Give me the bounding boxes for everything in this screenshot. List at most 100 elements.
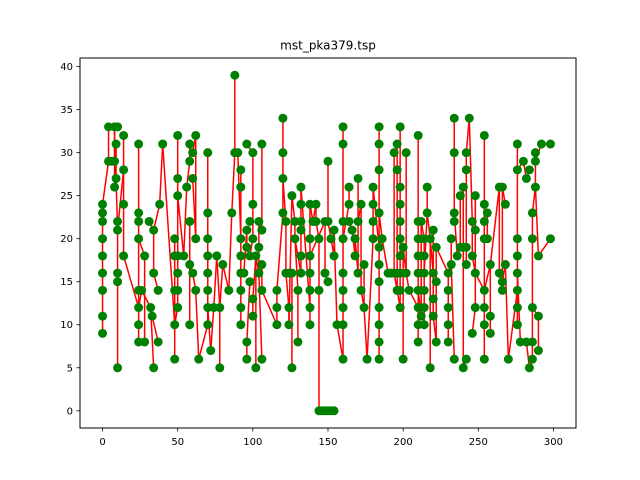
city-node xyxy=(98,311,108,321)
mst-edge xyxy=(381,238,389,274)
city-node xyxy=(320,268,330,278)
city-node xyxy=(248,311,258,321)
city-node xyxy=(144,216,154,226)
city-node xyxy=(137,285,147,295)
city-node xyxy=(230,70,240,80)
city-node xyxy=(392,139,402,149)
city-node xyxy=(428,311,438,321)
city-node xyxy=(203,285,213,295)
city-node xyxy=(449,113,459,123)
city-node xyxy=(224,285,234,295)
city-node xyxy=(512,139,522,149)
city-node xyxy=(296,199,306,209)
city-node xyxy=(374,320,384,330)
city-node xyxy=(293,285,303,295)
city-node xyxy=(113,225,123,235)
mst-edge xyxy=(228,212,233,291)
city-node xyxy=(251,251,261,261)
city-node xyxy=(257,285,267,295)
city-node xyxy=(443,285,453,295)
city-node xyxy=(113,216,123,226)
city-node xyxy=(323,277,333,287)
city-node xyxy=(281,216,291,226)
city-node xyxy=(398,242,408,252)
city-node xyxy=(119,199,129,209)
city-node xyxy=(153,337,163,347)
mst-edge xyxy=(468,118,474,222)
city-node xyxy=(497,277,507,287)
city-node xyxy=(155,199,165,209)
city-node xyxy=(419,303,429,313)
city-node xyxy=(158,139,168,149)
city-node xyxy=(236,303,246,313)
city-node xyxy=(485,311,495,321)
city-node xyxy=(470,191,480,201)
city-node xyxy=(218,260,228,270)
city-node xyxy=(338,268,348,278)
city-node xyxy=(464,113,474,123)
city-node xyxy=(368,234,378,244)
mst-edge xyxy=(198,324,209,360)
y-tick-label: 40 xyxy=(60,62,73,73)
city-node xyxy=(236,182,246,192)
y-tick-label: 20 xyxy=(60,234,73,245)
city-node xyxy=(362,354,372,364)
city-node xyxy=(461,165,471,175)
city-node xyxy=(479,199,489,209)
mst-edge xyxy=(213,255,218,308)
city-node xyxy=(254,216,264,226)
city-node xyxy=(452,251,462,261)
city-node xyxy=(185,260,195,270)
city-node xyxy=(188,148,198,158)
city-node xyxy=(203,320,213,330)
city-node xyxy=(377,234,387,244)
city-node xyxy=(278,208,288,218)
city-node xyxy=(257,354,267,364)
city-node xyxy=(413,337,423,347)
city-node xyxy=(512,251,522,261)
city-node xyxy=(443,268,453,278)
city-node xyxy=(173,303,183,313)
city-node xyxy=(368,216,378,226)
city-node xyxy=(98,216,108,226)
city-node xyxy=(353,216,363,226)
city-node xyxy=(296,268,306,278)
city-node xyxy=(140,251,150,261)
city-node xyxy=(479,285,489,295)
city-node xyxy=(173,173,183,183)
city-node xyxy=(203,268,213,278)
city-node xyxy=(188,173,198,183)
city-node xyxy=(215,303,225,313)
city-node xyxy=(374,277,384,287)
city-node xyxy=(401,148,411,158)
city-node xyxy=(185,320,195,330)
city-node xyxy=(323,156,333,166)
city-node xyxy=(512,165,522,175)
city-node xyxy=(338,320,348,330)
city-node xyxy=(203,251,213,261)
city-node xyxy=(428,225,438,235)
city-node xyxy=(134,303,144,313)
city-node xyxy=(512,268,522,278)
city-node xyxy=(149,268,159,278)
city-node xyxy=(338,285,348,295)
city-node xyxy=(485,328,495,338)
city-node xyxy=(245,216,255,226)
city-node xyxy=(287,268,297,278)
city-node xyxy=(170,354,180,364)
city-node xyxy=(203,148,213,158)
city-node xyxy=(113,268,123,278)
city-node xyxy=(512,234,522,244)
city-node xyxy=(353,268,363,278)
city-node xyxy=(449,216,459,226)
city-node xyxy=(467,328,477,338)
city-node xyxy=(545,234,555,244)
y-tick-label: 10 xyxy=(60,320,73,331)
city-node xyxy=(494,268,504,278)
x-axis: 0 50 100 150 200 250 300 xyxy=(99,428,563,448)
mst-edge xyxy=(276,212,284,291)
city-node xyxy=(119,165,129,175)
city-node xyxy=(338,139,348,149)
city-node xyxy=(119,130,129,140)
city-node xyxy=(446,234,456,244)
